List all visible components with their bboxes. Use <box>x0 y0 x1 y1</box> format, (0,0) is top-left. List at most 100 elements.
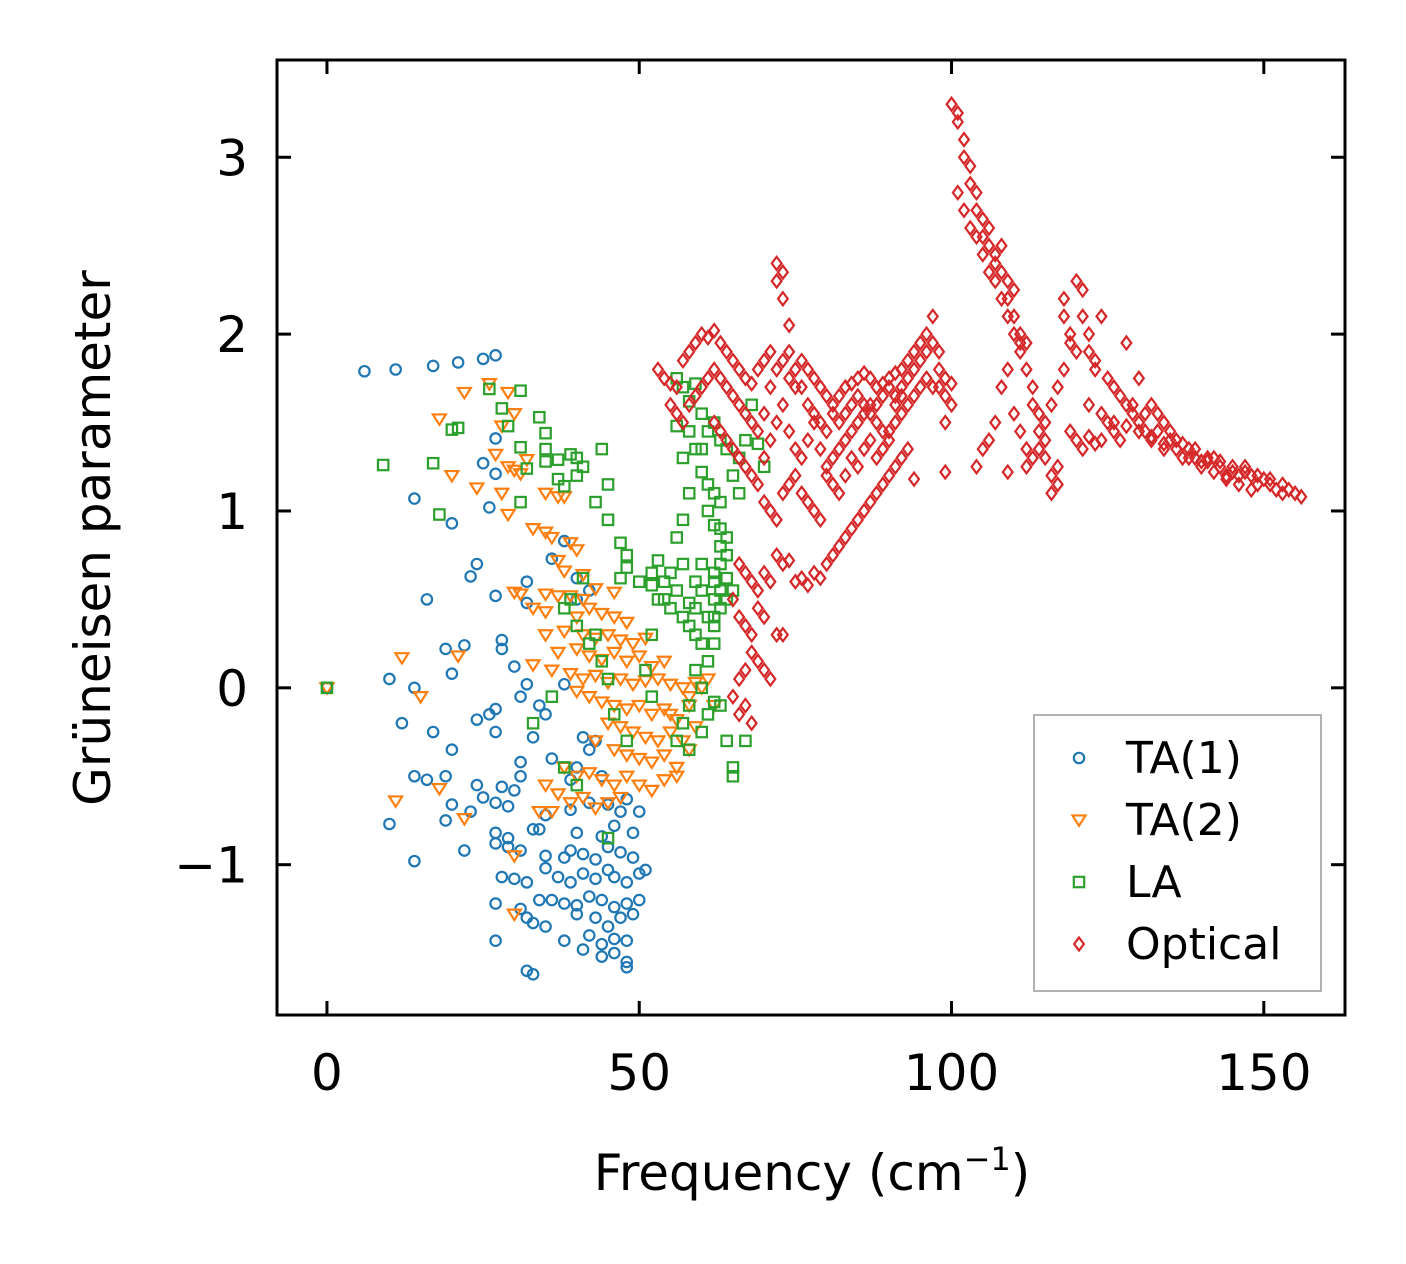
data-point <box>420 593 434 606</box>
y-tick-label: 0 <box>216 660 248 718</box>
data-point <box>789 467 802 484</box>
data-point <box>826 396 840 414</box>
data-point <box>1157 414 1171 431</box>
data-point <box>695 681 709 695</box>
data-point <box>1126 396 1139 414</box>
data-point <box>995 290 1008 308</box>
data-point <box>562 537 580 551</box>
data-point <box>676 352 690 369</box>
data-point <box>495 642 509 656</box>
data-point <box>695 584 709 597</box>
data-point <box>801 493 815 511</box>
data-point <box>451 356 465 369</box>
data-point <box>595 442 609 456</box>
data-point <box>870 396 883 414</box>
data-point <box>832 440 846 458</box>
data-point <box>495 870 509 884</box>
data-point <box>839 405 852 423</box>
data-point <box>587 802 605 817</box>
data-point <box>807 414 821 431</box>
data-point <box>320 681 334 695</box>
data-point <box>618 616 636 631</box>
legend-marker <box>1072 935 1086 953</box>
data-point <box>820 387 833 405</box>
data-point <box>574 568 592 583</box>
data-point <box>514 495 527 509</box>
data-point <box>770 272 783 290</box>
data-point <box>576 847 590 861</box>
data-point <box>445 667 459 680</box>
data-point <box>757 352 771 369</box>
data-point <box>489 934 502 948</box>
data-point <box>714 334 727 352</box>
data-point <box>501 419 515 433</box>
data-point <box>970 184 983 201</box>
data-point <box>655 655 673 670</box>
data-point <box>914 352 927 369</box>
y-tick-label: 2 <box>216 306 248 364</box>
data-point <box>489 837 502 850</box>
data-point <box>695 465 709 479</box>
data-point <box>543 664 561 679</box>
data-point <box>576 943 590 956</box>
data-point <box>470 778 484 792</box>
data-point <box>607 946 621 960</box>
data-point <box>620 548 634 562</box>
data-point <box>387 795 405 809</box>
data-point <box>526 968 540 981</box>
data-point <box>689 334 702 352</box>
data-point <box>739 433 752 447</box>
data-point <box>757 661 771 679</box>
data-point <box>726 440 740 458</box>
data-point <box>995 263 1008 281</box>
data-point <box>732 396 746 414</box>
data-point <box>907 361 921 378</box>
data-point <box>1013 423 1027 440</box>
data-point <box>443 469 461 484</box>
data-point <box>651 593 665 606</box>
data-point <box>545 690 559 703</box>
data-point <box>757 460 771 474</box>
data-point <box>630 650 648 664</box>
data-point <box>820 423 833 440</box>
data-point <box>670 531 684 544</box>
data-point <box>601 478 615 491</box>
data-point <box>1045 484 1058 502</box>
data-point <box>614 536 627 550</box>
data-point <box>549 646 567 661</box>
data-point <box>545 752 559 765</box>
data-point <box>701 654 715 668</box>
data-point <box>1038 414 1052 431</box>
data-point <box>1007 281 1021 299</box>
data-point <box>739 405 752 423</box>
data-point <box>870 449 883 467</box>
data-point <box>624 637 642 652</box>
data-point <box>645 566 659 580</box>
data-point <box>1070 343 1083 361</box>
data-point <box>483 501 496 514</box>
data-point <box>814 378 827 396</box>
plot-area <box>275 58 1347 1017</box>
data-point <box>776 263 790 281</box>
legend-label: LA <box>1126 857 1182 908</box>
data-point <box>476 456 490 470</box>
data-point <box>533 410 546 424</box>
data-point <box>1038 449 1052 467</box>
data-point <box>570 899 584 912</box>
data-point <box>576 731 590 744</box>
data-point <box>1232 476 1246 493</box>
data-point <box>549 554 567 569</box>
data-point <box>982 237 996 255</box>
data-point <box>701 708 715 721</box>
data-point <box>649 673 667 687</box>
data-point <box>1195 453 1208 470</box>
data-point <box>826 476 840 493</box>
data-point <box>489 432 502 445</box>
data-point <box>1051 378 1064 396</box>
data-point <box>383 817 396 831</box>
data-point <box>555 565 573 580</box>
data-point <box>882 431 896 449</box>
data-point <box>589 911 602 925</box>
data-point <box>670 405 683 423</box>
data-point <box>551 453 565 466</box>
